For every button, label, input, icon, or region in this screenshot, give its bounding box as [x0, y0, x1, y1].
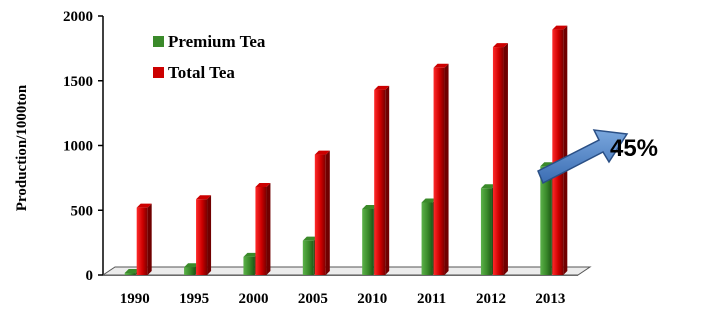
x-tick-label: 2000	[238, 291, 268, 307]
bar-total-tea-1995	[196, 195, 212, 275]
legend-swatch-total-tea	[153, 67, 164, 78]
bar-total-tea-2013	[552, 25, 568, 275]
bar-total-tea-2010	[374, 85, 390, 275]
legend: Premium Tea Total Tea	[153, 32, 266, 82]
bar-total-tea-2011	[433, 63, 449, 275]
y-tick-label: 1000	[63, 139, 93, 155]
y-tick-label: 1500	[63, 74, 93, 90]
x-tick-label: 2011	[417, 291, 446, 307]
growth-annotation: 45%	[610, 135, 658, 162]
arrow-icon	[537, 129, 629, 185]
legend-label-premium-tea: Premium Tea	[168, 32, 266, 51]
x-tick-label: 2013	[535, 291, 565, 307]
bar-total-tea-2012	[492, 43, 508, 275]
legend-label-total-tea: Total Tea	[168, 63, 235, 82]
y-tick-label: 2000	[63, 9, 93, 25]
y-axis-label: Production/1000ton	[14, 84, 30, 211]
bar-total-tea-2000	[255, 182, 271, 275]
y-tick-label: 0	[86, 268, 94, 284]
x-tick-label: 1995	[179, 291, 209, 307]
x-tick-label: 2010	[357, 291, 387, 307]
bar-total-tea-2005	[314, 150, 330, 275]
y-tick-label: 500	[71, 203, 94, 219]
x-tick-label: 1990	[120, 291, 150, 307]
chart-floor	[101, 266, 592, 276]
bar-total-tea-1990	[136, 203, 152, 275]
x-tick-label: 2005	[298, 291, 328, 307]
x-tick-label: 2012	[476, 291, 506, 307]
legend-swatch-premium-tea	[153, 36, 164, 47]
